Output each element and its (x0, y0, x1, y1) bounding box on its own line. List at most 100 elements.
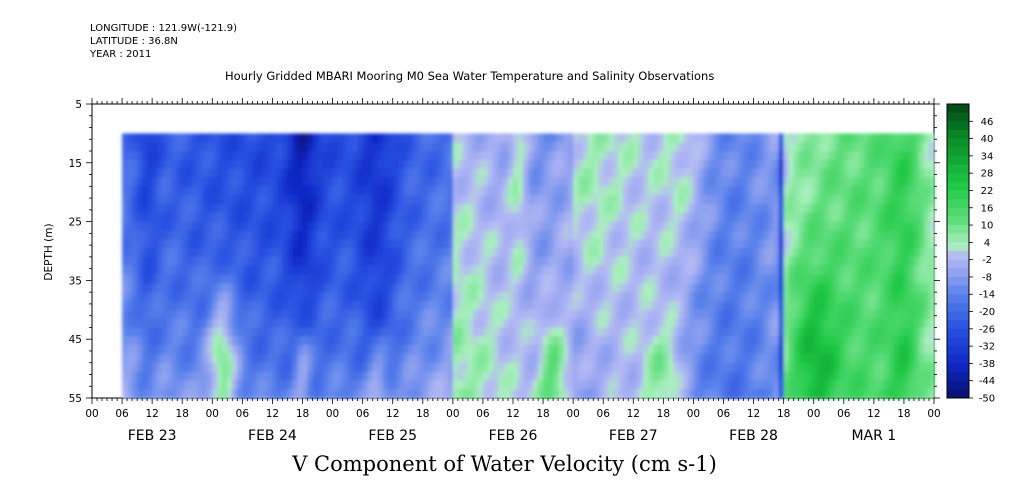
heatmap-cell (132, 221, 138, 232)
heatmap-cell (187, 371, 193, 381)
heatmap-cell (472, 221, 479, 232)
heatmap-cell (703, 362, 710, 373)
heatmap-cell (452, 151, 459, 161)
heatmap-cell (282, 186, 289, 196)
heatmap-cell (688, 318, 695, 329)
heatmap-cell (563, 142, 569, 152)
heatmap-cell (407, 380, 414, 390)
heatmap-cell (377, 248, 384, 258)
heatmap-cell (332, 380, 339, 390)
heatmap-cell (643, 274, 649, 284)
heatmap-cell (407, 300, 414, 311)
heatmap-cell (663, 345, 669, 355)
heatmap-cell (618, 389, 624, 399)
heatmap-cell (798, 292, 805, 302)
heatmap-cell (918, 186, 925, 196)
heatmap-cell (322, 265, 329, 276)
heatmap-cell (197, 186, 203, 196)
heatmap-cell (297, 142, 304, 152)
heatmap-cell (342, 133, 349, 143)
heatmap-cell (327, 327, 334, 337)
heatmap-cell (302, 353, 309, 364)
heatmap-cell (347, 186, 354, 196)
heatmap-cell (377, 371, 384, 381)
heatmap-cell (708, 300, 715, 311)
heatmap-cell (578, 265, 584, 276)
heatmap-cell (217, 203, 223, 214)
heatmap-cell (177, 239, 183, 249)
heatmap-cell (773, 142, 780, 152)
heatmap-cell (788, 265, 795, 276)
heatmap-cell (342, 283, 349, 293)
heatmap-cell (397, 327, 404, 337)
heatmap-cell (292, 371, 299, 381)
heatmap-cell (603, 239, 609, 249)
heatmap-cell (668, 195, 674, 205)
heatmap-cell (548, 177, 554, 187)
heatmap-cell (598, 371, 604, 381)
heatmap-cell (618, 221, 624, 232)
heatmap-cell (297, 256, 304, 267)
heatmap-cell (918, 159, 925, 170)
heatmap-cell (658, 239, 664, 249)
heatmap-cell (773, 177, 780, 187)
heatmap-cell (257, 177, 263, 187)
heatmap-cell (628, 327, 634, 337)
heatmap-cell (137, 309, 143, 320)
heatmap-cell (162, 142, 168, 152)
heatmap-cell (437, 371, 444, 381)
heatmap-cell (568, 203, 574, 214)
heatmap-cell (327, 283, 334, 293)
heatmap-cell (477, 230, 484, 240)
heatmap-cell (492, 345, 499, 355)
heatmap-cell (628, 345, 634, 355)
heatmap-cell (793, 389, 800, 399)
heatmap-cell (197, 353, 203, 364)
heatmap-cell (212, 371, 218, 381)
heatmap-cell (893, 221, 900, 232)
heatmap-cell (152, 300, 158, 311)
heatmap-cell (878, 309, 885, 320)
heatmap-cell (432, 300, 439, 311)
heatmap-cell (923, 256, 930, 267)
heatmap-cell (798, 151, 805, 161)
heatmap-cell (402, 159, 409, 170)
heatmap-cell (302, 168, 309, 179)
heatmap-cell (548, 248, 554, 258)
heatmap-cell (638, 195, 644, 205)
heatmap-cell (337, 159, 344, 170)
heatmap-cell (447, 239, 454, 249)
heatmap-cell (868, 371, 875, 381)
heatmap-cell (748, 230, 755, 240)
heatmap-cell (743, 380, 750, 390)
heatmap-cell (918, 203, 925, 214)
heatmap-cell (277, 318, 284, 329)
heatmap-cell (708, 186, 715, 196)
heatmap-cell (908, 274, 915, 284)
heatmap-cell (803, 300, 810, 311)
heatmap-cell (252, 212, 258, 223)
heatmap-cell (322, 159, 329, 170)
heatmap-cell (272, 248, 279, 258)
heatmap-cell (518, 248, 524, 258)
heatmap-cell (773, 186, 780, 196)
heatmap-cell (162, 212, 168, 223)
heatmap-cell (923, 203, 930, 214)
heatmap-cell (783, 142, 790, 152)
heatmap-cell (177, 309, 183, 320)
heatmap-cell (793, 327, 800, 337)
heatmap-cell (643, 380, 649, 390)
heatmap-cell (798, 133, 805, 143)
heatmap-cell (277, 230, 284, 240)
heatmap-cell (683, 274, 690, 284)
heatmap-cell (633, 177, 639, 187)
heatmap-cell (237, 256, 243, 267)
heatmap-cell (858, 151, 865, 161)
heatmap-cell (132, 239, 138, 249)
heatmap-cell (893, 336, 900, 346)
heatmap-cell (312, 142, 319, 152)
heatmap-cell (728, 133, 735, 143)
heatmap-cell (142, 327, 148, 337)
heatmap-cell (578, 221, 584, 232)
heatmap-cell (923, 309, 930, 320)
